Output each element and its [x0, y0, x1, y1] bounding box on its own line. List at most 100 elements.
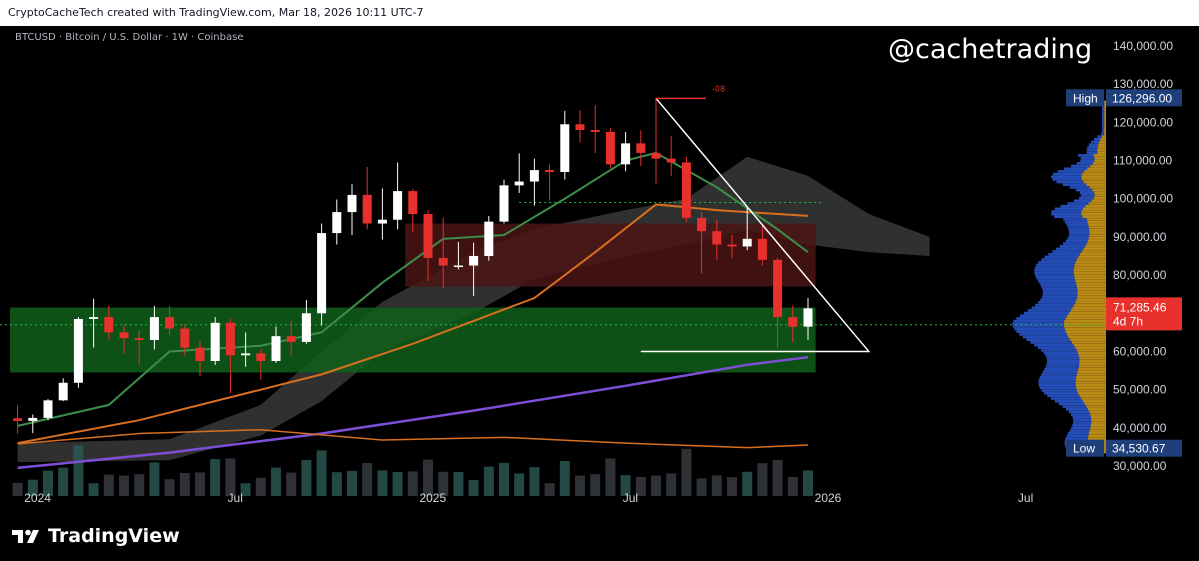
volume-profile-sell	[1064, 220, 1088, 224]
volume-profile-sell	[1040, 298, 1077, 301]
y-tick-label: 90,000.00	[1113, 230, 1167, 244]
volume-profile-buy	[1064, 327, 1106, 331]
candle-body	[271, 336, 281, 361]
candle-body	[560, 124, 570, 172]
volume-profile-sell	[1013, 319, 1065, 323]
candle-body	[332, 212, 342, 234]
candlestick-chart[interactable]: -08 140,000.00 130,000.00 120,000.00 110,000…	[0, 26, 1199, 510]
footer-bar: TradingView	[0, 510, 1199, 561]
volume-profile-sell	[1069, 429, 1090, 432]
tradingview-logo-icon	[12, 529, 39, 543]
volume-profile-buy	[1104, 121, 1106, 125]
volume-profile-sell	[1071, 426, 1091, 430]
volume-profile-buy	[1066, 333, 1106, 336]
volume-profile-buy	[1087, 220, 1106, 224]
volume-profile-buy	[1074, 274, 1106, 277]
volume-profile-sell	[1012, 322, 1064, 326]
candle-body	[590, 130, 600, 132]
volume-profile-buy	[1104, 111, 1106, 114]
x-tick-label: 2026	[815, 491, 842, 505]
volume-profile-sell	[1045, 354, 1079, 358]
candle-body	[484, 221, 494, 256]
volume-profile-sell	[1042, 293, 1078, 296]
volume-profile-sell	[1039, 375, 1077, 379]
volume-profile-buy	[1076, 373, 1106, 376]
volume-profile-sell	[1063, 218, 1087, 221]
volume-profile-sell	[1059, 244, 1086, 248]
volume-profile-buy	[1093, 154, 1106, 157]
volume-bar	[453, 472, 464, 496]
volume-profile-buy	[1094, 156, 1106, 160]
volume-profile-buy	[1092, 162, 1106, 165]
candle-body	[575, 124, 585, 130]
volume-bar	[423, 459, 433, 496]
volume-bar	[331, 472, 342, 496]
volume-profile-buy	[1088, 202, 1106, 205]
candle-body	[636, 143, 646, 153]
volume-profile-sell	[1102, 105, 1105, 109]
volume-profile-buy	[1102, 135, 1106, 138]
volume-bar	[43, 470, 53, 496]
candle-body	[697, 217, 707, 232]
volume-profile-buy	[1079, 362, 1106, 366]
volume-profile-sell	[1042, 287, 1078, 291]
volume-profile-buy	[1075, 378, 1106, 382]
volume-bar	[757, 463, 768, 496]
price-axis-bg	[1106, 26, 1199, 510]
volume-profile-buy	[1072, 306, 1106, 309]
tradingview-logo[interactable]: TradingView	[12, 525, 180, 547]
volume-profile-buy	[1065, 330, 1106, 334]
volume-profile-sell	[1048, 252, 1081, 256]
volume-profile-buy	[1081, 397, 1106, 400]
volume-bar	[590, 474, 601, 496]
volume-profile-buy	[1094, 191, 1106, 195]
volume-profile-buy	[1082, 207, 1106, 211]
volume-profile-buy	[1073, 343, 1106, 347]
volume-profile-buy	[1069, 311, 1106, 315]
volume-profile-buy	[1076, 389, 1106, 392]
candle-body	[453, 265, 463, 268]
x-tick-label: Jul	[623, 491, 638, 505]
volume-profile-sell	[1019, 314, 1068, 318]
volume-profile-buy	[1104, 130, 1106, 133]
volume-profile-sell	[1041, 285, 1077, 288]
volume-profile-sell	[1036, 277, 1075, 280]
volume-bar	[195, 472, 205, 496]
volume-profile-sell	[1052, 250, 1082, 253]
volume-profile-sell	[1063, 242, 1087, 245]
volume-bar	[103, 474, 114, 496]
volume-bar	[12, 482, 23, 496]
volume-profile-buy	[1081, 210, 1106, 213]
candle-body	[742, 238, 752, 247]
y-tick-label: 120,000.00	[1113, 115, 1173, 129]
volume-bar	[286, 472, 297, 496]
volume-profile-buy	[1092, 188, 1106, 192]
volume-bar	[255, 477, 266, 496]
low-badge-value: 34,530.67	[1112, 442, 1166, 456]
volume-profile-sell	[1091, 140, 1100, 144]
volume-profile-buy	[1104, 108, 1106, 112]
chart-area[interactable]: -08 140,000.00 130,000.00 120,000.00 110,000…	[0, 26, 1199, 510]
candle-body	[605, 131, 615, 165]
volume-profile-buy	[1081, 250, 1106, 253]
volume-profile-buy	[1093, 196, 1106, 200]
ath-annotation: -08	[712, 84, 725, 93]
candle-body	[180, 328, 190, 348]
volume-profile-sell	[1102, 111, 1105, 114]
volume-profile-buy	[1079, 357, 1106, 360]
candle-body	[727, 244, 737, 247]
volume-profile-sell	[1037, 279, 1076, 283]
candle-body	[241, 353, 251, 356]
volume-bar	[377, 470, 388, 496]
volume-bar	[635, 477, 646, 496]
candle-body	[438, 257, 448, 266]
volume-profile-sell	[1102, 119, 1105, 122]
volume-profile-buy	[1089, 234, 1106, 237]
descending-triangle	[640, 97, 871, 353]
volume-profile-sell	[1051, 210, 1082, 213]
volume-profile-sell	[1080, 156, 1095, 160]
volume-profile-buy	[1083, 247, 1106, 251]
volume-bar	[696, 478, 707, 496]
x-tick-label: 2025	[419, 491, 446, 505]
volume-bar	[58, 467, 69, 496]
